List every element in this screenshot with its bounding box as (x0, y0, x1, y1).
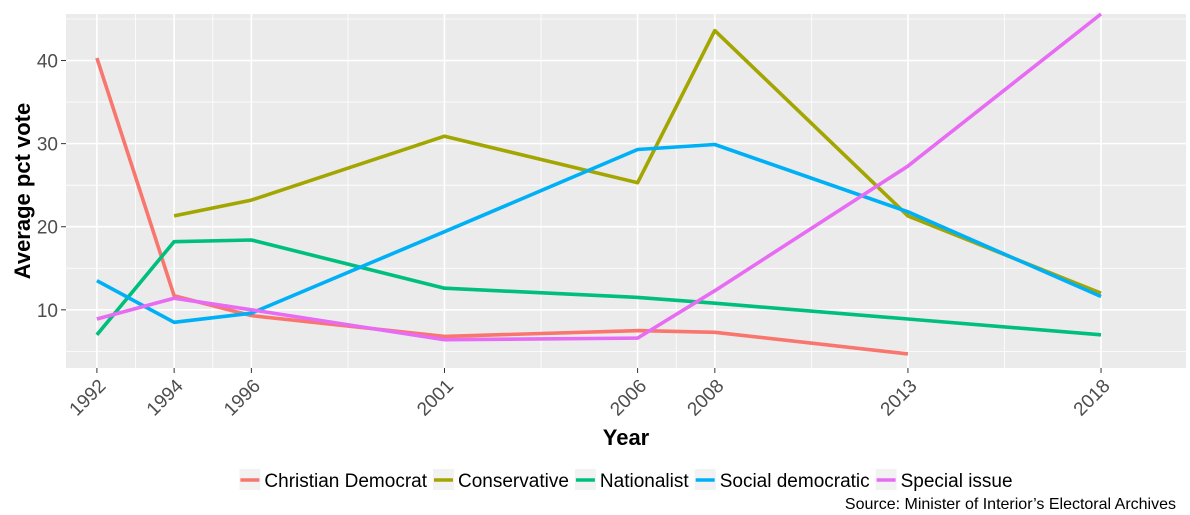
x-tick-label: 2013 (877, 376, 922, 421)
y-tick-label: 30 (37, 135, 58, 156)
legend-item-special-issue: Special issue (875, 469, 1013, 492)
series-line-christian-democrat (95, 57, 909, 356)
y-tick-label: 20 (37, 218, 58, 239)
series-line-special-issue (96, 12, 1103, 342)
legend-label: Nationalist (600, 471, 689, 492)
legend-item-conservative: Conservative (433, 469, 569, 492)
source-caption: Source: Minister of Interior’s Electoral… (845, 496, 1176, 513)
y-tick-label: 10 (37, 301, 58, 322)
minor-gridlines (66, 14, 1186, 368)
x-axis-title: Year (603, 425, 650, 450)
y-axis: 10 20 30 40 (37, 52, 66, 322)
x-tick-label: 1994 (143, 375, 188, 420)
x-axis: 1992 1994 1996 2001 2006 2008 2013 2018 (66, 368, 1115, 420)
legend-item-social-democratic: Social democratic (694, 469, 870, 492)
legend-label: Social democratic (720, 471, 870, 492)
x-tick-label: 2018 (1070, 376, 1115, 421)
series-lines (95, 12, 1103, 356)
x-tick-label: 2006 (606, 376, 651, 421)
legend-label: Conservative (458, 471, 569, 492)
legend-item-nationalist: Nationalist (574, 469, 689, 492)
y-tick-label: 40 (37, 52, 58, 73)
legend-item-christian-democrat: Christian Democrat (239, 469, 428, 492)
x-tick-label: 1992 (66, 376, 111, 421)
series-line-conservative (173, 28, 1102, 295)
x-tick-label: 2008 (684, 376, 729, 421)
x-tick-label: 1996 (220, 376, 265, 421)
y-axis-title: Average pct vote (10, 103, 35, 279)
legend: Christian Democrat Conservative Nationalis… (239, 469, 1013, 492)
legend-label: Christian Democrat (264, 471, 427, 492)
x-tick-label: 2001 (413, 376, 458, 421)
series-line-social-democratic (96, 142, 1102, 325)
legend-label: Special issue (901, 471, 1013, 492)
series-line-nationalist (95, 238, 1102, 337)
